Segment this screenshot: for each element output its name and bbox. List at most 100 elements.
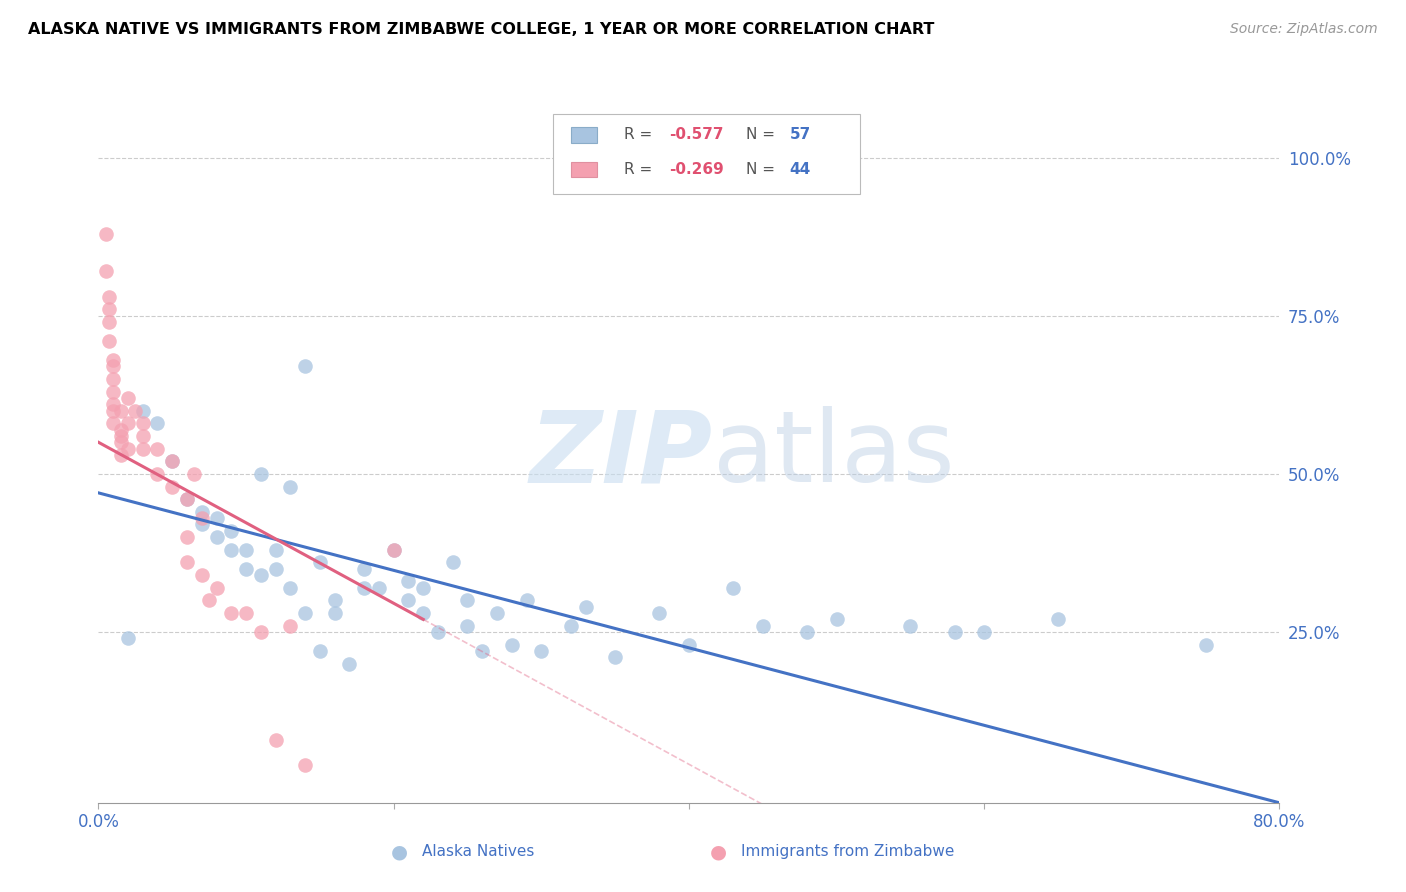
Text: 44: 44 [789, 162, 811, 178]
Point [309, 556, 332, 570]
Point [103, 417, 125, 431]
Point [353, 581, 375, 595]
Text: ●: ● [391, 842, 408, 862]
Point [110, 403, 132, 417]
Text: -0.269: -0.269 [669, 162, 724, 178]
Point [294, 757, 316, 772]
Point [309, 644, 332, 658]
FancyBboxPatch shape [571, 128, 596, 143]
Point [250, 568, 273, 582]
Point [219, 542, 242, 557]
Point [678, 638, 700, 652]
Point [162, 479, 183, 493]
Text: ZIP: ZIP [530, 407, 713, 503]
Point [97, 302, 120, 317]
Point [124, 403, 146, 417]
Point [250, 467, 273, 481]
Point [900, 618, 922, 632]
Point [235, 606, 257, 620]
Point [456, 593, 478, 607]
Point [97, 334, 120, 348]
Point [103, 372, 125, 386]
Point [471, 644, 494, 658]
Point [205, 511, 228, 525]
Text: R =: R = [624, 162, 657, 178]
Point [103, 359, 125, 374]
Point [456, 618, 478, 632]
Point [103, 397, 125, 411]
Point [396, 574, 419, 589]
Text: R =: R = [624, 128, 657, 143]
Point [110, 435, 132, 450]
Point [515, 593, 537, 607]
Point [117, 442, 139, 456]
Text: N =: N = [745, 162, 779, 178]
Point [501, 638, 523, 652]
Point [132, 442, 155, 456]
Point [323, 606, 346, 620]
Point [110, 423, 132, 437]
Point [323, 593, 346, 607]
Text: N =: N = [745, 128, 779, 143]
Point [146, 417, 169, 431]
Point [486, 606, 509, 620]
Point [117, 391, 139, 405]
Point [205, 581, 228, 595]
Point [723, 581, 745, 595]
Point [396, 593, 419, 607]
Text: atlas: atlas [713, 407, 955, 503]
Point [191, 505, 214, 519]
Point [176, 492, 198, 507]
Point [382, 542, 405, 557]
Point [796, 625, 818, 640]
Point [560, 618, 582, 632]
Text: -0.577: -0.577 [669, 128, 723, 143]
Point [191, 568, 214, 582]
Point [605, 650, 627, 665]
Point [132, 429, 155, 443]
Text: Immigrants from Zimbabwe: Immigrants from Zimbabwe [741, 845, 955, 859]
Point [574, 599, 596, 614]
Point [825, 612, 848, 626]
Point [219, 606, 242, 620]
Point [205, 530, 228, 544]
Point [146, 467, 169, 481]
Point [162, 454, 183, 468]
Point [264, 732, 287, 747]
Point [412, 581, 434, 595]
Point [294, 359, 316, 374]
Point [103, 403, 125, 417]
Point [1046, 612, 1069, 626]
Point [235, 562, 257, 576]
Text: Source: ZipAtlas.com: Source: ZipAtlas.com [1230, 22, 1378, 37]
Point [183, 467, 205, 481]
Point [368, 581, 391, 595]
Point [427, 625, 450, 640]
Point [264, 542, 287, 557]
Point [973, 625, 995, 640]
Point [294, 606, 316, 620]
Point [94, 227, 117, 241]
Point [103, 384, 125, 399]
FancyBboxPatch shape [553, 114, 860, 194]
Point [110, 429, 132, 443]
Point [278, 618, 302, 632]
Point [191, 517, 214, 532]
FancyBboxPatch shape [571, 162, 596, 178]
Point [176, 492, 198, 507]
Point [97, 315, 120, 329]
Point [353, 562, 375, 576]
Point [1195, 638, 1218, 652]
Point [278, 581, 302, 595]
Text: 57: 57 [789, 128, 811, 143]
Text: ●: ● [710, 842, 727, 862]
Point [162, 454, 183, 468]
Point [530, 644, 553, 658]
Point [103, 353, 125, 368]
Point [117, 632, 139, 646]
Point [198, 593, 221, 607]
Point [117, 417, 139, 431]
Point [146, 442, 169, 456]
Point [751, 618, 773, 632]
Point [94, 264, 117, 278]
